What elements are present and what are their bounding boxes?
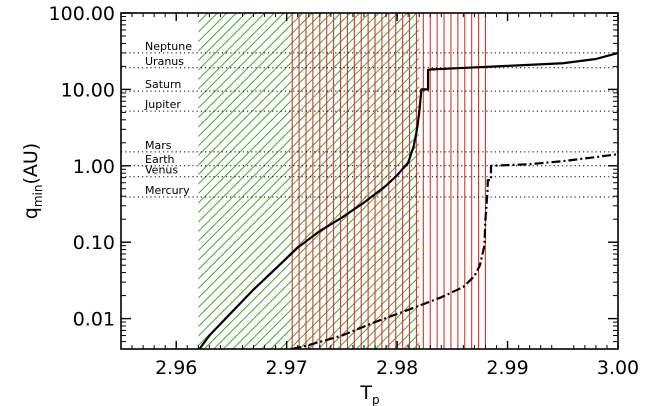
y-tick-label: 100.00	[49, 3, 115, 25]
green-hatch-stroke	[198, 104, 420, 328]
green-hatch-stroke	[198, 13, 323, 138]
green-hatch-stroke	[232, 161, 420, 349]
green-hatch-stroke	[198, 13, 266, 81]
planet-label-neptune: Neptune	[145, 40, 192, 53]
green-hatch-stroke	[198, 13, 275, 90]
planet-label-earth: Earth	[145, 153, 175, 166]
green-hatch-stroke	[198, 13, 313, 128]
green-hatch-stroke	[198, 13, 285, 100]
green-hatch-stroke	[198, 57, 420, 280]
green-hatch-stroke	[198, 13, 418, 233]
x-tick-label: 2.96	[155, 357, 197, 379]
green-hatch-stroke	[241, 171, 420, 349]
planet-label-mars: Mars	[145, 139, 172, 152]
green-hatch-stroke	[198, 114, 420, 337]
planet-label-saturn: Saturn	[145, 78, 181, 91]
x-axis-title-main: T	[359, 382, 372, 404]
x-tick-label: 2.98	[376, 357, 418, 379]
green-hatch-stroke	[198, 13, 351, 166]
planet-label-venus: Venus	[145, 164, 178, 177]
x-axis-title: Tp	[359, 382, 379, 406]
green-hatch-stroke	[298, 228, 420, 349]
green-hatch-stroke	[289, 218, 420, 349]
axis-ticks: 2.96 2.97 2.98 2.99 3.00 0.01 0.10 1.00 10.00 100…	[49, 3, 640, 379]
green-hatch-stroke	[198, 13, 256, 71]
planet-labels: Neptune Uranus Saturn Jupiter MarsEarthVenus…	[144, 40, 192, 197]
green-hatch-stroke	[412, 342, 420, 349]
green-hatch-stroke	[393, 323, 420, 349]
green-hatch-stroke	[198, 13, 294, 109]
y-axis-title-main: q	[20, 207, 42, 219]
green-hatch-stroke	[198, 13, 332, 147]
y-tick-label: 0.01	[73, 309, 115, 331]
green-hatch-stroke	[346, 275, 420, 349]
planet-reference-lines	[121, 52, 618, 198]
green-hatch-stroke	[198, 95, 420, 318]
green-hatch-stroke	[260, 190, 420, 349]
green-hatch-stroke	[198, 85, 420, 309]
y-axis-title: qmin(AU)	[20, 143, 45, 219]
green-hatch-stroke	[198, 13, 380, 195]
y-axis-title-sub: min	[31, 185, 45, 208]
green-hatch-stroke	[198, 13, 361, 176]
green-hatch-stroke	[198, 47, 420, 271]
green-hatch-stroke	[317, 247, 420, 349]
series-line-2	[291, 153, 618, 349]
green-hatch-stroke	[198, 13, 370, 185]
green-hatch-stroke	[198, 13, 342, 157]
green-hatch-stroke	[198, 13, 399, 214]
green-hatch-stroke	[327, 256, 420, 349]
green-hatch-stroke	[198, 13, 408, 223]
green-hatch-stroke	[308, 237, 420, 349]
green-hatch-stroke	[198, 19, 420, 242]
y-tick-label: 0.10	[73, 232, 115, 254]
green-hatch-stroke	[198, 28, 420, 252]
plot-frame	[120, 12, 619, 350]
green-hatch-stroke	[374, 304, 420, 349]
planet-label-uranus: Uranus	[145, 55, 184, 68]
planet-label-mercury: Mercury	[145, 184, 190, 197]
green-hatch-stroke	[355, 285, 420, 349]
planet-label-jupiter: Jupiter	[144, 98, 181, 111]
x-tick-label: 2.99	[486, 357, 528, 379]
green-hatch-stroke	[198, 13, 389, 204]
green-hatch-stroke	[198, 76, 420, 299]
x-axis-title-sub: p	[372, 393, 380, 406]
x-tick-label: 2.97	[266, 357, 308, 379]
green-hatch-stroke	[336, 266, 420, 349]
green-hatch-stroke	[198, 13, 304, 119]
data-series	[198, 51, 618, 349]
shaded-regions	[198, 13, 487, 349]
y-axis-title-unit: (AU)	[20, 143, 42, 185]
x-tick-label: 3.00	[597, 357, 639, 379]
green-hatch-stroke	[203, 133, 420, 349]
y-tick-label: 1.00	[73, 156, 115, 178]
y-tick-label: 10.00	[61, 79, 115, 101]
green-hatch-stroke	[251, 180, 420, 349]
green-hatch-stroke	[384, 313, 420, 349]
series-line-1	[198, 51, 618, 349]
green-hatch-stroke	[279, 209, 420, 349]
